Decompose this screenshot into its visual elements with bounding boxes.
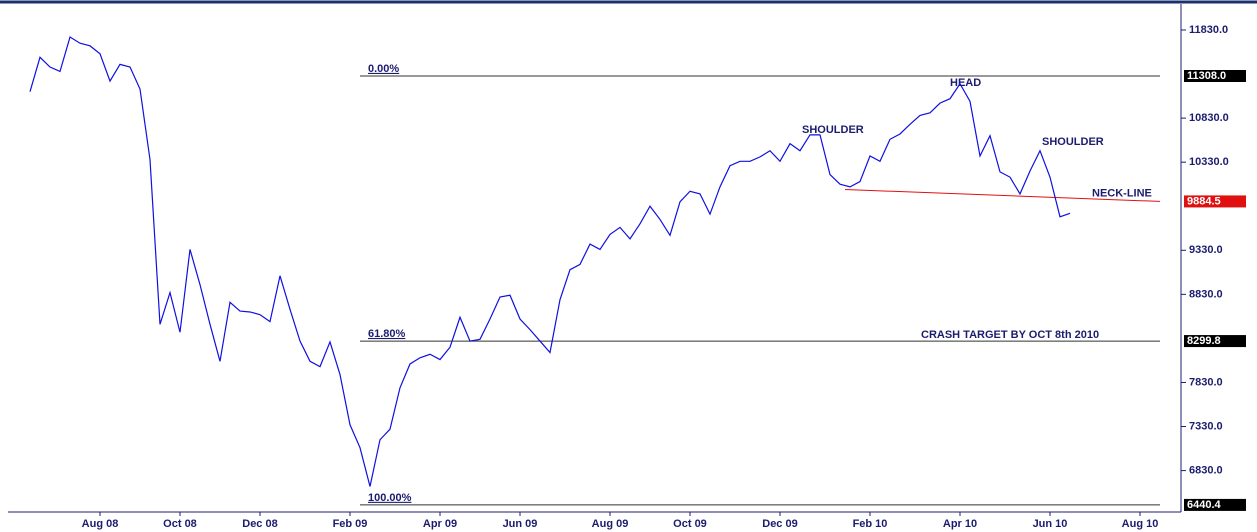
annotation: HEAD — [950, 77, 981, 89]
x-tick-label: Oct 08 — [163, 518, 197, 530]
y-tick-label: 7830.0 — [1189, 376, 1223, 388]
x-tick-label: Aug 10 — [1122, 518, 1159, 530]
marker-label: 9884.5 — [1187, 195, 1221, 207]
y-tick-label: 10830.0 — [1189, 112, 1229, 124]
y-tick-label: 9330.0 — [1189, 244, 1223, 256]
level-label: 61.80% — [368, 328, 406, 340]
y-tick-label: 7330.0 — [1189, 420, 1223, 432]
marker-box — [1184, 195, 1246, 208]
level-label: 100.00% — [368, 492, 412, 504]
y-tick-label: 11830.0 — [1189, 24, 1228, 36]
neckline — [844, 188, 1161, 202]
x-tick-label: Jun 10 — [1033, 518, 1068, 530]
annotation: SHOULDER — [1042, 136, 1104, 148]
annotation: SHOULDER — [802, 124, 864, 136]
marker-box — [1184, 69, 1246, 82]
level-label: 0.00% — [368, 63, 399, 75]
x-tick-label: Oct 09 — [673, 518, 707, 530]
x-tick-label: Dec 09 — [762, 518, 797, 530]
x-tick-label: Aug 09 — [592, 518, 629, 530]
y-tick-label: 10330.0 — [1189, 156, 1229, 168]
x-tick-label: Feb 10 — [853, 518, 888, 530]
marker-label: 8299.8 — [1187, 335, 1221, 347]
annotation: CRASH TARGET BY OCT 8th 2010 — [921, 329, 1099, 341]
price-line — [29, 36, 1071, 487]
marker-box — [1184, 335, 1246, 348]
x-tick-label: Feb 09 — [333, 518, 368, 530]
y-tick-label: 6830.0 — [1189, 464, 1223, 476]
marker-label: 6440.4 — [1187, 499, 1222, 511]
x-tick-label: Apr 10 — [943, 518, 977, 530]
x-tick-label: Aug 08 — [82, 518, 119, 530]
x-tick-label: Apr 09 — [423, 518, 457, 530]
marker-box — [1184, 498, 1246, 511]
neckline-label: NECK-LINE — [1092, 187, 1152, 199]
y-tick-label: 8830.0 — [1189, 288, 1223, 300]
marker-label: 11308.0 — [1187, 70, 1226, 82]
x-tick-label: Jun 09 — [503, 518, 538, 530]
x-tick-label: Dec 08 — [242, 518, 277, 530]
